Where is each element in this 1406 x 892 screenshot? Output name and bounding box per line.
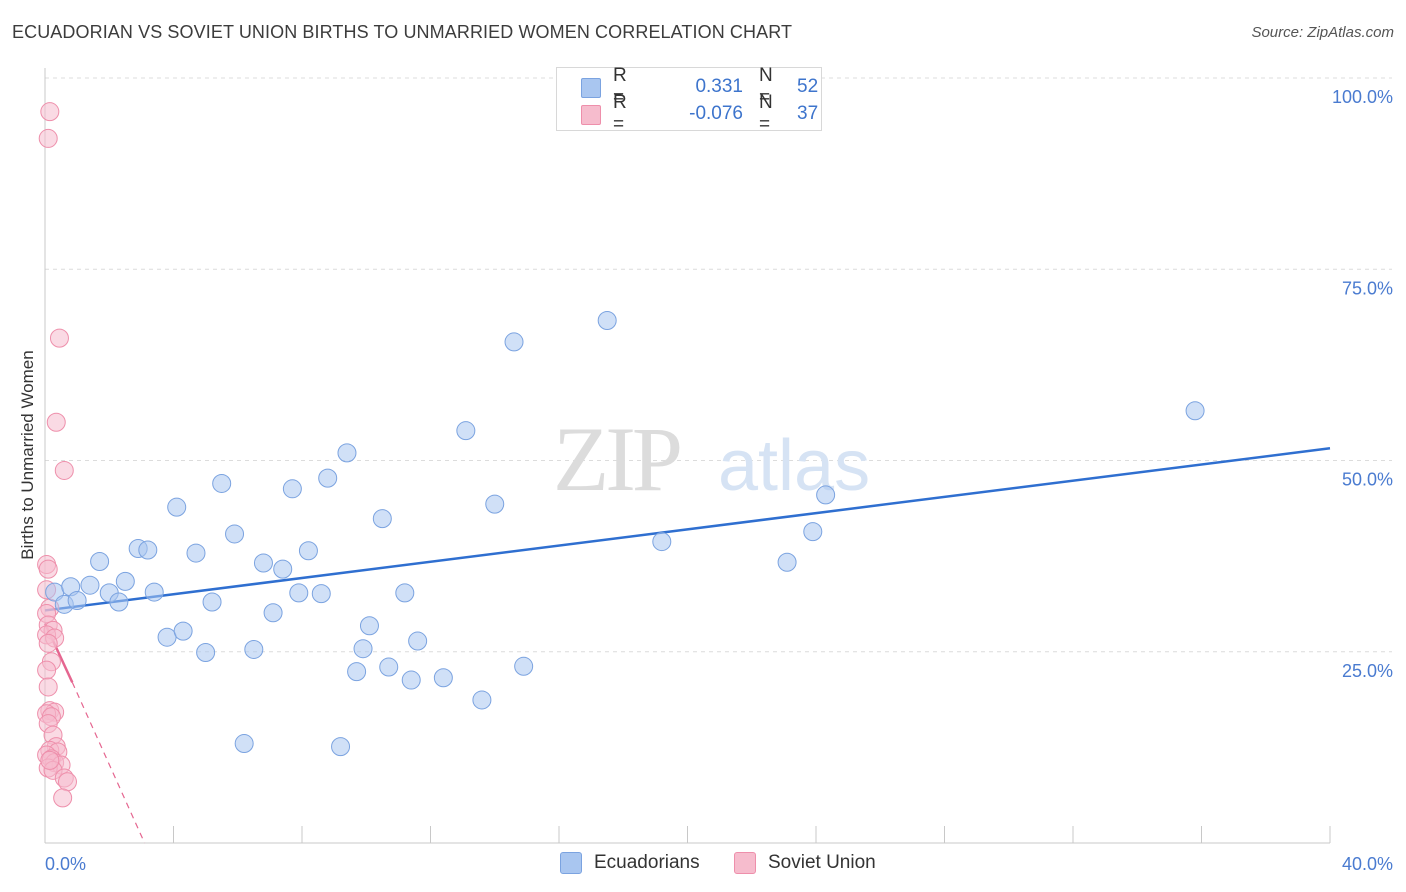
point-ecuadorians [212,473,232,493]
point-ecuadorians [353,639,373,659]
point-soviet-union [54,460,74,480]
point-ecuadorians [80,575,100,595]
point-soviet-union [38,677,58,697]
legend-swatch-ecuadorians [581,78,601,98]
point-soviet-union [38,633,58,653]
point-ecuadorians [816,485,836,505]
legend-r-label: R = [613,65,627,108]
source-label: Source: ZipAtlas.com [1251,24,1394,41]
legend-label-ecuadorians: Ecuadorians [594,852,700,873]
chart-title: ECUADORIAN VS SOVIET UNION BIRTHS TO UNM… [12,22,793,42]
point-ecuadorians [395,583,415,603]
data-points [37,102,1205,808]
point-ecuadorians [167,497,187,517]
point-soviet-union [38,128,58,148]
point-ecuadorians [372,509,392,529]
point-ecuadorians [504,332,524,352]
point-ecuadorians [379,657,399,677]
stats-legend: R = 0.331 N = 52 R = -0.076 N = 37 [556,65,822,135]
point-ecuadorians [347,662,367,682]
point-ecuadorians [173,621,193,641]
point-soviet-union [40,102,60,122]
watermark-zip: ZIP [553,408,680,510]
point-ecuadorians [202,592,222,612]
x-tick-label: 0.0% [45,854,86,874]
point-ecuadorians [273,559,293,579]
point-ecuadorians [408,631,428,651]
point-soviet-union [53,788,73,808]
legend-n-label: N = [759,92,773,135]
point-ecuadorians [298,541,318,561]
point-ecuadorians [359,616,379,636]
point-ecuadorians [289,583,309,603]
legend-swatch-soviet-union [734,852,756,874]
point-ecuadorians [282,479,302,499]
x-tick-label: 40.0% [1342,854,1393,874]
point-ecuadorians [67,590,87,610]
y-tick-label: 75.0% [1342,278,1393,298]
legend-r-value: 0.331 [695,76,743,97]
legend-swatch-ecuadorians [560,852,582,874]
point-soviet-union [46,412,66,432]
legend-n-label: N = [759,65,773,108]
point-ecuadorians [456,421,476,441]
point-soviet-union [40,750,60,770]
point-ecuadorians [157,627,177,647]
point-ecuadorians [514,656,534,676]
point-soviet-union [37,660,57,680]
point-ecuadorians [485,494,505,514]
point-ecuadorians [777,552,797,572]
trend-line-ecuadorians [44,447,1331,612]
point-ecuadorians [318,468,338,488]
trend-lines [43,447,1331,844]
point-ecuadorians [652,532,672,552]
point-ecuadorians [263,603,283,623]
point-ecuadorians [115,571,135,591]
tick-labels: 25.0% 50.0% 75.0% 100.0% 0.0% 40.0% [45,87,1393,874]
point-ecuadorians [337,443,357,463]
point-ecuadorians [144,582,164,602]
point-ecuadorians [401,670,421,690]
point-ecuadorians [225,524,245,544]
point-ecuadorians [1185,401,1205,421]
point-soviet-union [57,772,77,792]
point-ecuadorians [196,643,216,663]
legend-item-ecuadorians: Ecuadorians [560,852,700,874]
legend-r-value: -0.076 [689,103,743,124]
point-ecuadorians [138,540,158,560]
point-ecuadorians [803,522,823,542]
watermark: ZIP atlas [553,408,870,510]
point-soviet-union [49,328,69,348]
point-ecuadorians [109,592,129,612]
point-ecuadorians [433,668,453,688]
legend-r-label: R = [613,92,627,135]
y-tick-label: 25.0% [1342,661,1393,681]
point-ecuadorians [90,551,110,571]
axes [44,68,1331,844]
point-ecuadorians [597,311,617,331]
watermark-atlas: atlas [718,426,870,506]
y-tick-label: 100.0% [1332,87,1393,107]
legend-item-soviet-union: Soviet Union [734,852,876,874]
point-ecuadorians [311,584,331,604]
legend-n-value: 52 [797,76,819,97]
point-ecuadorians [186,543,206,563]
point-ecuadorians [253,553,273,573]
point-ecuadorians [472,690,492,710]
legend-label-soviet-union: Soviet Union [768,852,876,873]
point-ecuadorians [234,734,254,754]
point-ecuadorians [244,639,264,659]
y-tick-label: 50.0% [1342,470,1393,490]
legend-n-value: 37 [797,103,819,124]
trend-line-soviet-union-extension [71,682,146,844]
point-ecuadorians [331,737,351,757]
point-soviet-union [38,559,58,579]
legend-swatch-soviet-union [581,105,601,125]
gridlines [45,77,1392,653]
